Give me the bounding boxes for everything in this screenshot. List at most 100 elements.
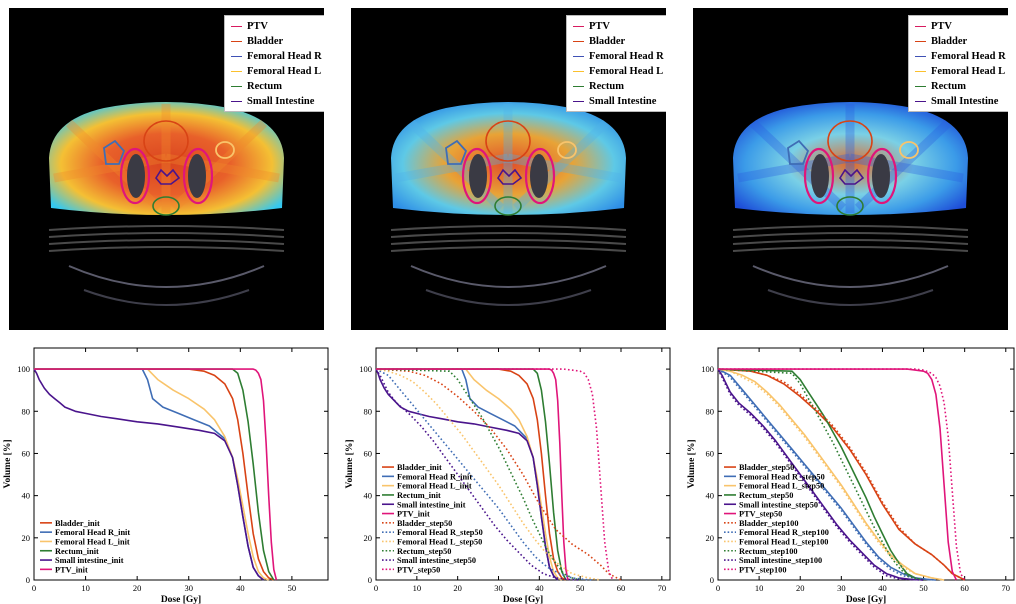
legend-label: PTV_step50 <box>739 510 782 519</box>
y-axis-label: Volume [%] <box>687 440 697 489</box>
series-line <box>717 368 966 581</box>
legend-label: Femoral Head R_init <box>55 528 130 537</box>
x-tick-label: 60 <box>617 583 626 593</box>
series-line <box>717 368 924 581</box>
legend-label: Small intestine_step50 <box>739 500 818 509</box>
legend-swatch <box>915 71 926 72</box>
legend-swatch <box>573 101 584 102</box>
series-line <box>718 368 966 581</box>
series-line <box>718 368 958 581</box>
dvh-chart-3: 0 10 20 30 40 50 60 70 0 20 40 60 80 100 Dose [Gy] Volu… <box>687 347 1015 604</box>
legend-entry: Small Intestine <box>915 94 1006 109</box>
series-line <box>717 368 945 581</box>
y-tick-label: 20 <box>22 533 31 543</box>
ct-panel-1: PTV Bladder Femoral Head R Femoral Head L Re… <box>9 8 324 330</box>
series-line <box>376 368 569 581</box>
y-tick-label: 60 <box>22 448 31 458</box>
x-tick-label: 10 <box>413 583 422 593</box>
legend-label: Bladder_init <box>397 463 442 472</box>
legend-label: Femoral Head L <box>931 66 1006 77</box>
legend-label: Femoral Head L_step50 <box>739 482 824 491</box>
dose-map-3 <box>732 102 969 306</box>
legend-label: Bladder <box>247 36 284 47</box>
y-tick-label: 40 <box>364 491 373 501</box>
y-tick-label: 0 <box>368 575 372 585</box>
y-tick-label: 80 <box>22 406 31 416</box>
dvh-chart-1: 0 10 20 30 40 50 0 20 40 60 80 100 Dose [Gy] Volume [… <box>3 347 329 604</box>
legend-label: Bladder <box>931 36 968 47</box>
y-tick-label: 100 <box>17 364 30 374</box>
legend-entry: Femoral Head L <box>915 64 1006 79</box>
x-tick-label: 30 <box>184 583 193 593</box>
x-tick-label: 30 <box>837 583 846 593</box>
legend-swatch <box>231 86 242 87</box>
legend-label: PTV_step50 <box>397 565 440 574</box>
legend-swatch <box>231 41 242 42</box>
x-tick-label: 50 <box>919 583 928 593</box>
plot-frame <box>375 347 671 581</box>
legend-swatch <box>573 86 584 87</box>
x-tick-label: 20 <box>796 583 805 593</box>
legend-label: Rectum <box>931 81 966 92</box>
series-line <box>717 368 945 581</box>
legend-entry: Femoral Head L <box>573 64 664 79</box>
legend-label: Bladder_step100 <box>739 519 798 528</box>
series-line <box>34 368 275 581</box>
ct-panel-2: PTV Bladder Femoral Head R Femoral Head L Re… <box>351 8 666 330</box>
legend-label: Femoral Head R_step100 <box>739 528 829 537</box>
legend-label: PTV <box>931 21 952 32</box>
y-tick-label: 100 <box>701 364 714 374</box>
legend-label: PTV_step100 <box>739 565 786 574</box>
series-line <box>375 368 559 581</box>
series-line <box>375 368 581 581</box>
legend-entry: Small Intestine <box>231 94 322 109</box>
legend-label: Femoral Head R_step50 <box>397 528 483 537</box>
y-tick-label: 20 <box>364 533 373 543</box>
y-tick-label: 40 <box>22 491 31 501</box>
y-tick-label: 60 <box>364 448 373 458</box>
series-line <box>717 368 936 581</box>
legend-label: Small intestine_step50 <box>397 556 476 565</box>
legend-label: Femoral Head L_init <box>55 537 130 546</box>
legend-entry: Rectum <box>573 79 664 94</box>
y-tick-label: 80 <box>706 406 715 416</box>
y-tick-label: 0 <box>710 575 714 585</box>
legend-label: Rectum_init <box>55 547 99 556</box>
legend-swatch <box>573 41 584 42</box>
x-axis-label: Dose [Gy] <box>503 595 543 604</box>
series-line <box>34 368 278 581</box>
legend-label: Femoral Head L <box>589 66 664 77</box>
x-tick-label: 70 <box>658 583 667 593</box>
y-axis-label: Volume [%] <box>345 440 355 489</box>
x-tick-label: 10 <box>81 583 90 593</box>
dose-map-2 <box>390 102 627 306</box>
legend-entry: PTV <box>231 19 322 34</box>
x-axis-label: Dose [Gy] <box>846 595 886 604</box>
legend-label: Small Intestine <box>931 96 999 107</box>
legend-entry: Femoral Head R <box>915 49 1006 64</box>
legend-label: Bladder <box>589 36 626 47</box>
legend-label: PTV <box>589 21 610 32</box>
legend-entry: Bladder <box>573 34 664 49</box>
y-tick-label: 100 <box>359 364 372 374</box>
series-line <box>376 368 614 581</box>
series-line <box>375 368 601 581</box>
legend-label: Femoral Head R_step50 <box>739 472 825 481</box>
x-tick-label: 60 <box>960 583 969 593</box>
series-line <box>376 368 567 581</box>
y-tick-label: 0 <box>26 575 30 585</box>
legend-label: Femoral Head R <box>247 51 322 62</box>
x-tick-label: 20 <box>133 583 142 593</box>
series-line <box>34 368 269 581</box>
legend-label: Small intestine_step100 <box>739 556 822 565</box>
dose-map-1 <box>48 102 285 306</box>
legend-label: Rectum_step50 <box>739 491 793 500</box>
legend-swatch <box>573 71 584 72</box>
legend-label: Femoral Head R_init <box>397 472 472 481</box>
x-tick-label: 30 <box>494 583 503 593</box>
legend-swatch <box>915 56 926 57</box>
legend-label: Small intestine_init <box>397 500 466 509</box>
legend-swatch <box>915 101 926 102</box>
legend-entry: Rectum <box>231 79 322 94</box>
legend-swatch <box>915 41 926 42</box>
